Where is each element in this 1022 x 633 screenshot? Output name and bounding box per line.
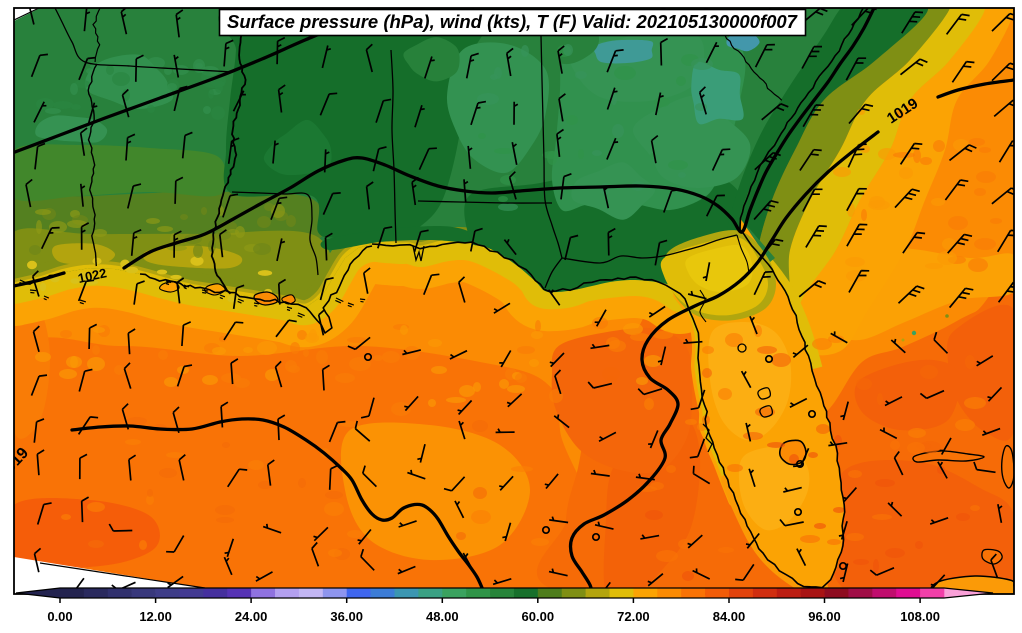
svg-text:48.00: 48.00 <box>426 609 459 624</box>
svg-text:84.00: 84.00 <box>713 609 746 624</box>
svg-text:36.00: 36.00 <box>330 609 363 624</box>
svg-text:108.00: 108.00 <box>900 609 940 624</box>
svg-text:1022: 1022 <box>77 265 108 286</box>
svg-text:96.00: 96.00 <box>808 609 841 624</box>
svg-text:0.00: 0.00 <box>47 609 72 624</box>
svg-text:12.00: 12.00 <box>139 609 172 624</box>
svg-text:60.00: 60.00 <box>522 609 555 624</box>
svg-text:72.00: 72.00 <box>617 609 650 624</box>
svg-text:24.00: 24.00 <box>235 609 268 624</box>
svg-text:Surface pressure (hPa), wind (: Surface pressure (hPa), wind (kts), T (F… <box>227 11 799 32</box>
